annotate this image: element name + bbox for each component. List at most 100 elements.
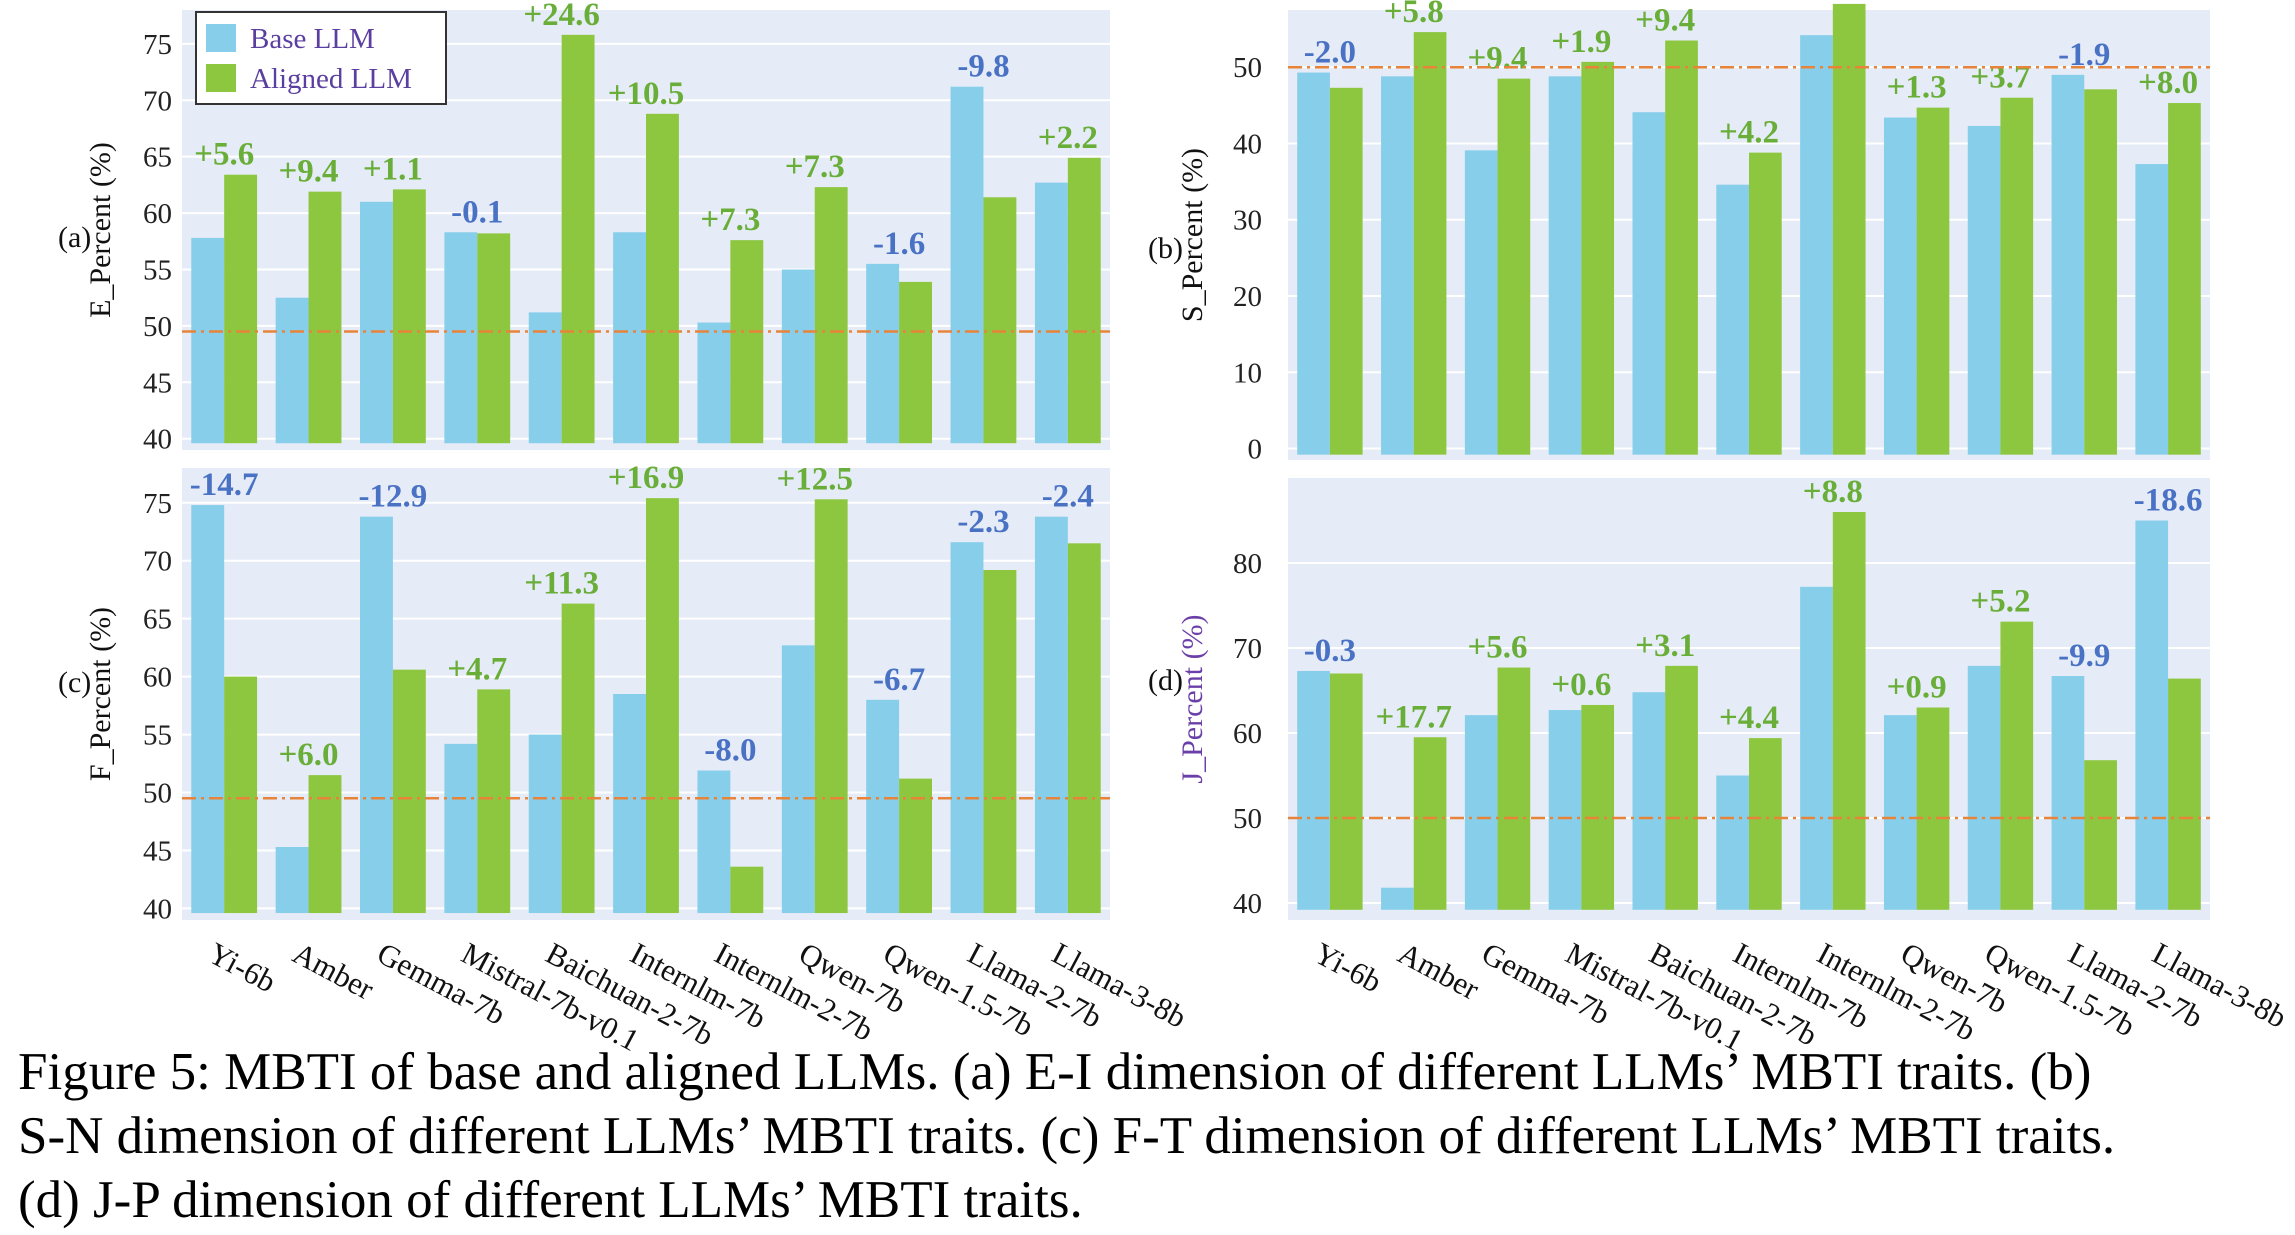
panel-c-xtick-label: Yi-6b	[203, 935, 282, 999]
panel-b-ytick-label: 10	[1233, 357, 1262, 389]
panel-d-diff-label: -9.9	[2058, 638, 2110, 674]
panel-a-base-bar	[528, 312, 562, 444]
caption-line-1: Figure 5: MBTI of base and aligned LLMs.…	[18, 1043, 2092, 1101]
legend-base-label: Base LLM	[250, 23, 375, 55]
panel-d-aligned-bar	[1832, 512, 1866, 910]
panel-a-base-bar	[444, 232, 478, 444]
panel-c-base-bar	[444, 743, 478, 914]
panel-c-aligned-bar	[730, 866, 764, 914]
panel-a-ytick-label: 40	[143, 424, 172, 456]
panel-b-ytick-label: 40	[1233, 128, 1262, 160]
panel-d-base-bar	[2051, 676, 2085, 910]
panel-c-diff-label: -8.0	[704, 732, 756, 768]
panel-a-base-bar	[866, 263, 900, 444]
panel-c-diff-label: -2.4	[1042, 479, 1094, 515]
panel-d-aligned-bar	[2084, 760, 2117, 910]
panel-d-diff-label: +5.6	[1468, 630, 1528, 666]
panel-c-diff-label: +11.3	[524, 566, 599, 602]
panel-d-base-bar	[1297, 670, 1330, 910]
panel-a-aligned-bar	[814, 187, 848, 444]
panel-c-aligned-bar	[561, 603, 595, 914]
panel-c-diff-label: -6.7	[873, 662, 925, 698]
panel-d-xtick-label: Yi-6b	[1309, 935, 1388, 999]
panel-a-base-bar	[613, 232, 646, 444]
panel-c-aligned-bar	[983, 569, 1017, 914]
panel-c-aligned-bar	[308, 775, 342, 914]
panel-b-aligned-bar	[1916, 107, 1950, 455]
panel-b-diff-label: +8.0	[2138, 65, 2198, 101]
panel-c-ytick-label: 40	[143, 893, 172, 925]
panel-a-diff-label: +1.1	[363, 151, 423, 187]
panel-b-ylabel: S_Percent (%)	[1176, 148, 1209, 322]
panel-d-ytick-label: 40	[1233, 888, 1262, 920]
panel-a-base-bar	[1034, 182, 1068, 444]
panel-d-aligned-bar	[1497, 667, 1531, 910]
panel-a-aligned-bar	[392, 189, 426, 444]
panel-c-diff-label: +4.7	[447, 651, 507, 687]
panel-a-aligned-bar	[308, 191, 342, 444]
panel-b-diff-label: +4.2	[1719, 115, 1779, 151]
legend-box	[195, 11, 447, 105]
panel-b-base-bar	[2051, 74, 2085, 455]
panel-d-base-bar	[1632, 692, 1666, 910]
panel-a-diff-label: +5.6	[194, 137, 254, 173]
panel-d-aligned-bar	[1413, 737, 1447, 910]
panel-d-base-bar	[2135, 520, 2169, 910]
panel-a-diff-label: -1.6	[873, 226, 925, 262]
panel-d-ytick-label: 70	[1233, 633, 1262, 665]
panel-b-aligned-bar	[1665, 40, 1698, 455]
panel-b-aligned-bar	[1497, 78, 1531, 455]
panel-a-diff-label: +9.4	[279, 154, 339, 190]
panel-a-base-bar	[950, 86, 984, 444]
panel-c-diff-label: +12.5	[776, 461, 853, 497]
panel-a-base-bar	[781, 269, 815, 444]
panel-b-panel-label: (b)	[1148, 232, 1183, 265]
panel-b-base-bar	[2135, 164, 2169, 455]
panel-c-ytick-label: 70	[143, 546, 172, 578]
legend-aligned-swatch	[206, 64, 236, 92]
panel-d-diff-label: +0.9	[1887, 670, 1947, 706]
panel-b-diff-label: +3.7	[1970, 60, 2030, 96]
panel-d-base-bar	[1967, 665, 2001, 910]
panel-d-diff-label: +8.8	[1803, 474, 1863, 510]
panel-b-diff-label: +5.8	[1384, 0, 1444, 30]
panel-c-base-bar	[1034, 516, 1068, 914]
panel-b-base-bar	[1967, 125, 2001, 455]
panel-d-diff-label: -0.3	[1304, 633, 1356, 669]
panel-c-diff-label: -12.9	[359, 479, 428, 515]
panel-a-panel-label: (a)	[58, 221, 91, 254]
caption-line-2: S-N dimension of different LLMs’ MBTI tr…	[18, 1107, 2116, 1165]
panel-d-aligned-bar	[1581, 704, 1615, 910]
panel-a-aligned-bar	[477, 233, 511, 444]
panel-b-ytick-label: 0	[1248, 434, 1263, 466]
panel-d-base-bar	[1716, 775, 1749, 910]
panel-a-aligned-bar	[983, 197, 1017, 444]
panel-c-aligned-bar	[814, 499, 848, 914]
panel-b-ytick-label: 50	[1233, 52, 1262, 84]
panel-a-diff-label: -0.1	[451, 194, 503, 230]
panel-b-aligned-bar	[2084, 89, 2117, 455]
panel-b-base-bar	[1883, 117, 1917, 455]
panel-c-base-bar	[697, 770, 731, 914]
panel-b-base-bar	[1381, 76, 1414, 455]
panel-b-diff-label: -2.0	[1304, 35, 1356, 71]
panel-c-ytick-label: 60	[143, 662, 172, 694]
panel-a-ytick-label: 45	[143, 367, 172, 399]
panel-a-aligned-bar	[899, 281, 932, 444]
panel-b-aligned-bar	[1413, 32, 1447, 455]
panel-c-ylabel: F_Percent (%)	[84, 607, 117, 781]
panel-b-aligned-bar	[1581, 61, 1615, 455]
panel-c-diff-label: -14.7	[190, 467, 259, 503]
panel-d-diff-label: +4.4	[1719, 700, 1779, 736]
panel-c-ytick-label: 55	[143, 720, 172, 752]
panel-d-xtick-label: Amber	[1392, 935, 1485, 1007]
panel-a-ytick-label: 60	[143, 198, 172, 230]
panel-b-base-bar	[1800, 35, 1833, 455]
panel-c-aligned-bar	[224, 676, 258, 914]
panel-c-base-bar	[275, 846, 309, 914]
legend-base-swatch	[206, 24, 236, 52]
panel-b-aligned-bar	[2168, 103, 2201, 455]
panel-a-ytick-label: 70	[143, 85, 172, 117]
panel-a-diff-label: +24.6	[523, 0, 600, 33]
